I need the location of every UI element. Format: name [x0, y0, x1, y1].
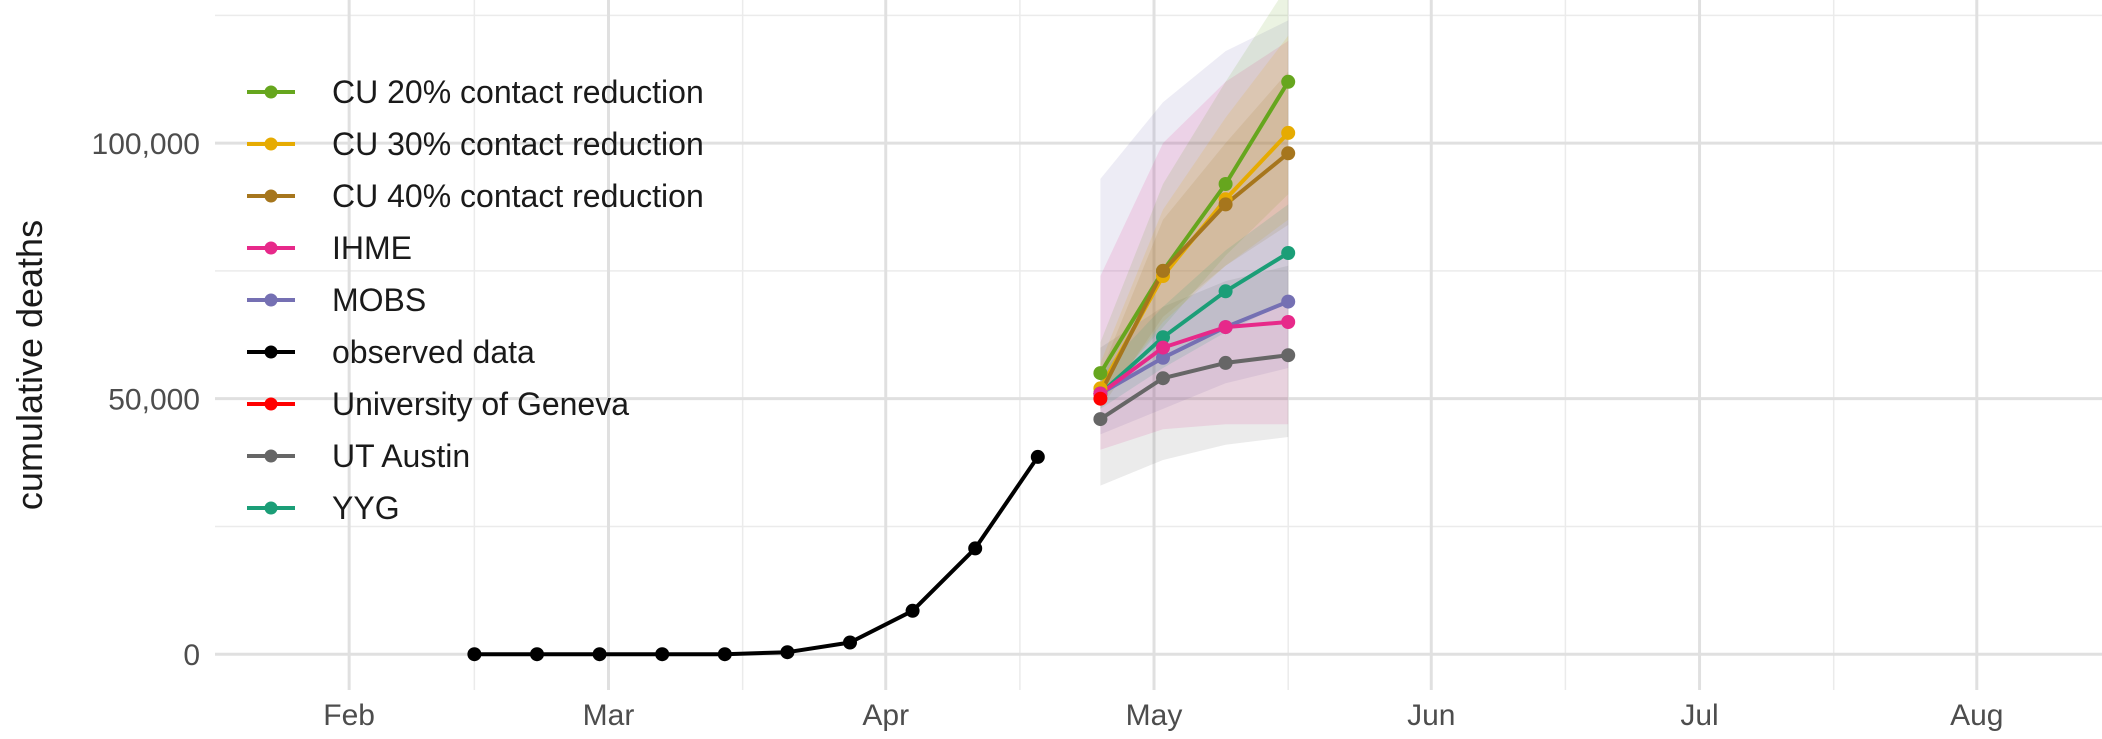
point-cu-20-contact-reduction [1281, 74, 1296, 89]
legend-label: observed data [332, 334, 535, 370]
x-tick-label: May [1126, 699, 1183, 732]
legend-key-point [264, 241, 278, 255]
legend-key-point [264, 293, 278, 307]
legend-item-cu-20-contact-reduction: CU 20% contact reduction [247, 74, 704, 110]
legend-key-point [264, 85, 278, 99]
x-tick-label: Jun [1407, 699, 1455, 732]
legend-item-cu-40-contact-reduction: CU 40% contact reduction [247, 178, 704, 214]
y-axis-title: cumulative deaths [9, 220, 50, 510]
point-cu-40-contact-reduction [1218, 197, 1233, 212]
point-mobs [1281, 294, 1296, 309]
point-observed-data [1030, 449, 1045, 464]
uncertainty-bands [1100, 0, 1289, 486]
line-observed-data [474, 455, 1040, 657]
legend-item-yyg: YYG [247, 490, 400, 526]
point-cu-20-contact-reduction [1093, 366, 1108, 381]
legend-item-observed-data: observed data [247, 334, 535, 370]
y-tick-label: 50,000 [108, 384, 200, 417]
x-tick-label: Mar [583, 699, 635, 732]
point-observed-data [843, 635, 857, 650]
line-mobs [1099, 299, 1289, 396]
point-university-of-geneva [1093, 391, 1108, 406]
legend-item-ihme: IHME [247, 230, 412, 266]
point-cu-30-contact-reduction [1281, 125, 1296, 140]
legend: CU 20% contact reduction CU 30% contact r… [247, 74, 704, 526]
point-observed-data [592, 647, 607, 662]
x-axis-ticks: Feb Mar Apr May Jun Jul Aug [323, 699, 2003, 732]
point-observed-data [467, 647, 482, 662]
legend-item-cu-30-contact-reduction: CU 30% contact reduction [247, 126, 704, 162]
point-yyg [1281, 246, 1296, 260]
line-yyg [1099, 251, 1290, 396]
legend-label: CU 40% contact reduction [332, 178, 704, 214]
legend-key-point [264, 449, 278, 463]
line-cu-40-contact-reduction [1098, 151, 1290, 395]
y-axis-ticks: 0 50,000 100,000 [92, 128, 200, 672]
legend-label: CU 20% contact reduction [332, 74, 704, 110]
point-yyg [1156, 330, 1170, 345]
y-tick-label: 100,000 [92, 128, 200, 161]
point-ihme [1218, 320, 1233, 335]
legend-key-point [264, 189, 278, 203]
point-ut-austin [1218, 355, 1233, 370]
point-yyg [1218, 284, 1233, 299]
legend-label: CU 30% contact reduction [332, 126, 704, 162]
point-ut-austin [1156, 371, 1170, 386]
point-cu-40-contact-reduction [1156, 263, 1170, 278]
legend-item-university-of-geneva: University of Geneva [247, 386, 629, 422]
point-ut-austin [1093, 412, 1108, 427]
legend-label: YYG [332, 490, 400, 526]
point-observed-data [530, 647, 544, 662]
point-ihme [1156, 340, 1170, 355]
legend-item-mobs: MOBS [247, 282, 426, 318]
point-cu-20-contact-reduction [1218, 177, 1233, 191]
series-points [467, 74, 1296, 662]
point-ut-austin [1281, 348, 1296, 363]
legend-key-point [264, 345, 278, 359]
y-tick-label: 0 [183, 639, 200, 672]
point-observed-data [905, 603, 920, 618]
line-cu-20-contact-reduction [1098, 80, 1290, 375]
x-tick-label: Apr [862, 699, 909, 732]
x-tick-label: Aug [1950, 699, 2003, 732]
band-ihme [1100, 40, 1289, 450]
point-observed-data [655, 647, 670, 662]
line-ut-austin [1099, 353, 1289, 421]
point-observed-data [968, 541, 983, 556]
x-tick-label: Jul [1680, 699, 1718, 732]
series-lines [474, 80, 1290, 657]
point-observed-data [717, 647, 732, 662]
legend-item-ut-austin: UT Austin [247, 438, 470, 474]
point-cu-40-contact-reduction [1281, 146, 1296, 161]
legend-key-point [264, 501, 278, 515]
point-observed-data [780, 645, 795, 660]
legend-label: UT Austin [332, 438, 470, 474]
legend-key-point [264, 137, 278, 151]
band-cu-30-contact-reduction [1100, 35, 1289, 404]
legend-label: MOBS [332, 282, 426, 318]
legend-key-point [264, 397, 278, 411]
legend-label: University of Geneva [332, 386, 629, 422]
line-ihme [1099, 320, 1289, 396]
legend-label: IHME [332, 230, 412, 266]
x-tick-label: Feb [323, 699, 375, 732]
point-ihme [1281, 315, 1296, 329]
point-mobs [1156, 350, 1170, 365]
